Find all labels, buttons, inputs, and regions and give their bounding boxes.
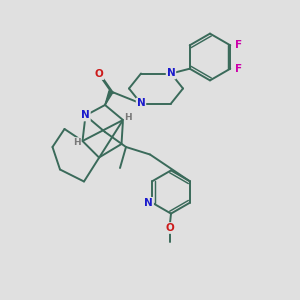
- Text: N: N: [167, 68, 176, 79]
- Text: F: F: [235, 64, 242, 74]
- Polygon shape: [105, 91, 113, 105]
- Text: N: N: [144, 198, 153, 208]
- Text: H: H: [124, 113, 132, 122]
- Text: O: O: [94, 69, 103, 79]
- Text: N: N: [81, 110, 90, 121]
- Text: F: F: [235, 40, 242, 50]
- Text: O: O: [165, 223, 174, 233]
- Text: H: H: [73, 138, 81, 147]
- Text: N: N: [136, 98, 146, 109]
